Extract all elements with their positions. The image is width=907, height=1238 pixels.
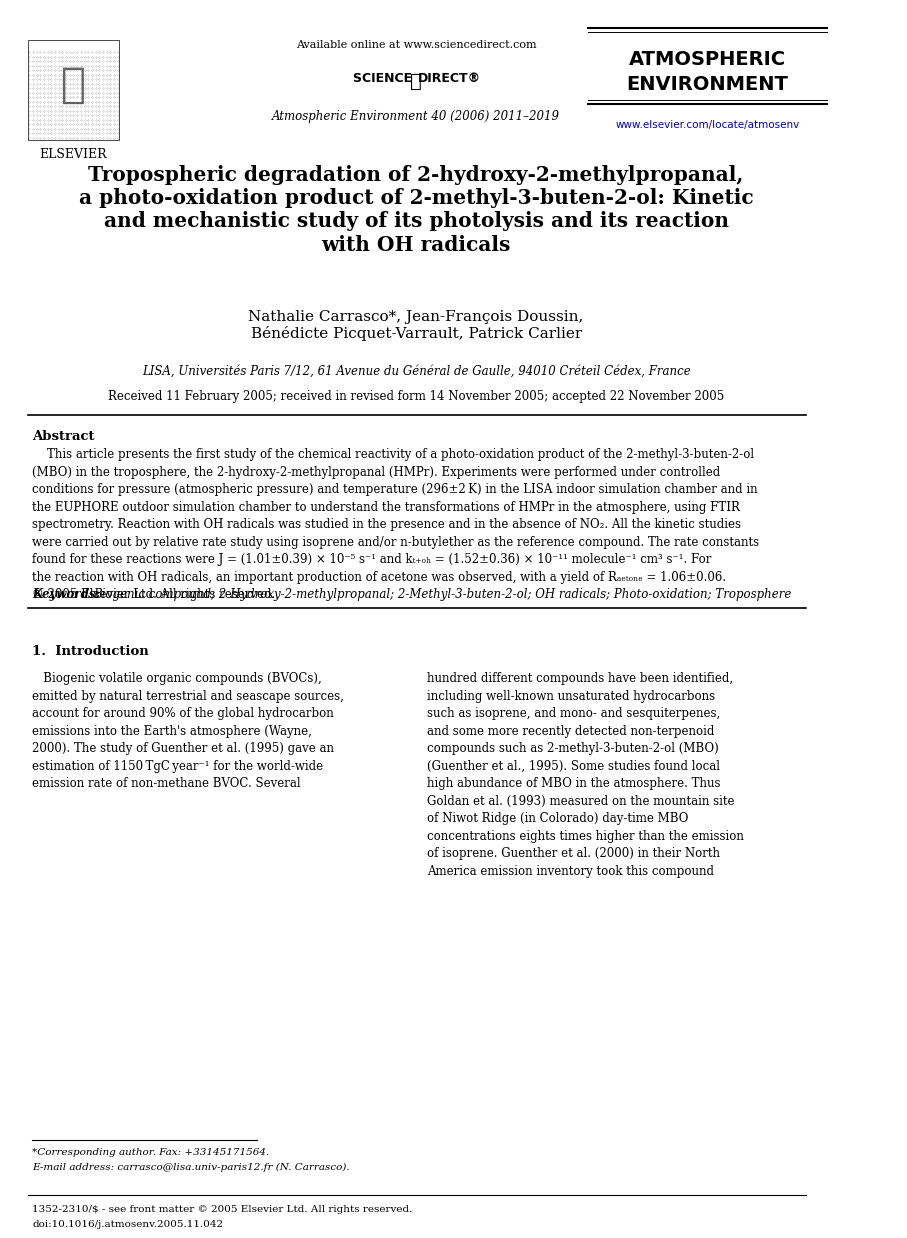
Text: ATMOSPHERIC: ATMOSPHERIC [629, 50, 786, 69]
Text: DIRECT®: DIRECT® [418, 72, 481, 85]
Text: Abstract: Abstract [32, 430, 94, 443]
Text: Biogenic volatile organic compounds (BVOCs),
emitted by natural terrestrial and : Biogenic volatile organic compounds (BVO… [32, 672, 344, 790]
Text: Biogenic compound; 2-Hydroxy-2-methylpropanal; 2-Methyl-3-buten-2-ol; OH radical: Biogenic compound; 2-Hydroxy-2-methylpro… [93, 588, 791, 600]
Text: Atmospheric Environment 40 (2006) 2011–2019: Atmospheric Environment 40 (2006) 2011–2… [272, 110, 561, 123]
Text: Nathalie Carrasco*, Jean-François Doussin,
Bénédicte Picquet-Varrault, Patrick C: Nathalie Carrasco*, Jean-François Doussi… [249, 310, 584, 342]
Text: www.elsevier.com/locate/atmosenv: www.elsevier.com/locate/atmosenv [615, 120, 800, 130]
Text: E-mail address: carrasco@lisa.univ-paris12.fr (N. Carrasco).: E-mail address: carrasco@lisa.univ-paris… [32, 1162, 350, 1172]
Text: 1352-2310/$ - see front matter © 2005 Elsevier Ltd. All rights reserved.: 1352-2310/$ - see front matter © 2005 El… [32, 1205, 413, 1214]
Text: 1.  Introduction: 1. Introduction [32, 645, 149, 659]
Text: ENVIRONMENT: ENVIRONMENT [627, 76, 788, 94]
Text: This article presents the first study of the chemical reactivity of a photo-oxid: This article presents the first study of… [32, 448, 759, 600]
Text: hundred different compounds have been identified,
including well-known unsaturat: hundred different compounds have been id… [427, 672, 744, 878]
Text: Received 11 February 2005; received in revised form 14 November 2005; accepted 2: Received 11 February 2005; received in r… [108, 390, 725, 404]
Text: 🌿: 🌿 [61, 64, 86, 106]
Text: ELSEVIER: ELSEVIER [40, 149, 107, 161]
Text: Keywords:: Keywords: [32, 588, 100, 600]
Text: Available online at www.sciencedirect.com: Available online at www.sciencedirect.co… [296, 40, 537, 50]
Text: doi:10.1016/j.atmosenv.2005.11.042: doi:10.1016/j.atmosenv.2005.11.042 [32, 1219, 223, 1229]
Text: SCIENCE: SCIENCE [353, 72, 416, 85]
Text: ⓐ: ⓐ [410, 72, 422, 92]
Text: *Corresponding author. Fax: +33145171564.: *Corresponding author. Fax: +33145171564… [32, 1148, 269, 1158]
Text: LISA, Universités Paris 7/12, 61 Avenue du Général de Gaulle, 94010 Créteil Céde: LISA, Universités Paris 7/12, 61 Avenue … [141, 365, 690, 378]
Bar [27, 40, 120, 140]
Text: Tropospheric degradation of 2-hydroxy-2-methylpropanal,
a photo-oxidation produc: Tropospheric degradation of 2-hydroxy-2-… [79, 165, 754, 255]
